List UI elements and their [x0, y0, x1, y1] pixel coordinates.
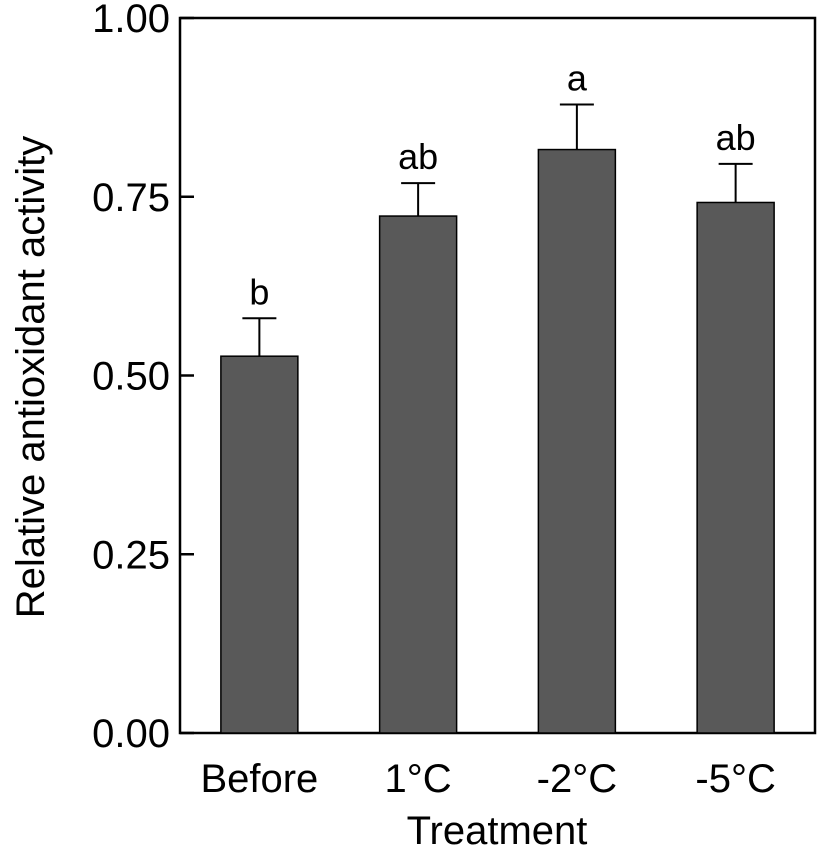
x-category-label: Before: [200, 757, 318, 801]
error-bar: [401, 182, 436, 217]
significance-label: b: [249, 271, 269, 312]
y-axis-title: Relative antioxidant activity: [9, 136, 53, 618]
y-tick-label: 1.00: [92, 0, 170, 41]
x-axis-title: Treatment: [407, 809, 588, 853]
plot-border: [178, 16, 817, 735]
bars: [220, 148, 775, 734]
y-tick-label: 0.75: [92, 176, 170, 220]
x-axis-labels: Before 1°C -2°C -5°C: [200, 757, 775, 801]
y-tick-label: 0.50: [92, 355, 170, 399]
significance-labels: b ab a ab: [249, 58, 755, 313]
plot-frame: [178, 16, 817, 735]
significance-label: ab: [716, 117, 756, 158]
y-tick-label: 0.25: [92, 533, 170, 577]
error-bar: [242, 317, 277, 357]
error-bar: [559, 103, 594, 150]
y-axis-ticks: 0.00 0.25 0.50 0.75 1.00: [92, 0, 194, 756]
bar: [696, 201, 775, 734]
x-category-label: -5°C: [695, 757, 775, 801]
bar: [378, 215, 458, 734]
y-tick-label: 0.00: [92, 712, 170, 756]
bar: [537, 148, 617, 734]
error-bar: [718, 162, 753, 203]
x-category-label: -2°C: [537, 757, 617, 801]
x-category-label: 1°C: [385, 757, 452, 801]
significance-label: ab: [398, 136, 438, 177]
bar: [220, 355, 299, 734]
significance-label: a: [567, 58, 588, 99]
error-bars: [242, 103, 753, 357]
